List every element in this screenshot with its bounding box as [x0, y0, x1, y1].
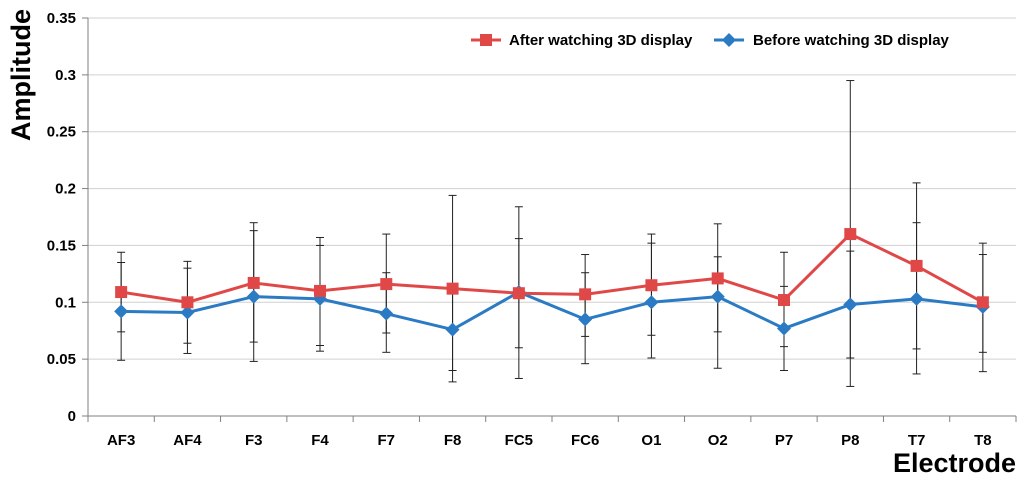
y-tick-label: 0.3 [55, 67, 76, 84]
data-point-after [645, 279, 658, 292]
data-point-after [976, 296, 989, 309]
data-point-before [114, 304, 129, 319]
legend: After watching 3D display Before watching… [471, 32, 950, 49]
data-point-after [380, 278, 393, 291]
y-tick-label: 0 [68, 408, 76, 425]
data-point-after [711, 272, 724, 285]
series-line-before [121, 290, 984, 332]
data-point-after [115, 286, 128, 299]
data-point-before [180, 305, 195, 320]
y-tick-label: 0.25 [47, 124, 76, 141]
error-bars [117, 80, 987, 387]
x-tick-label: AF3 [107, 432, 135, 449]
x-tick-label: AF4 [173, 432, 202, 449]
y-tick-label: 0.1 [55, 294, 76, 311]
x-tick-label: P7 [775, 432, 793, 449]
x-tick-label: F3 [245, 432, 263, 449]
data-point-after [446, 282, 459, 295]
legend-label: After watching 3D display [509, 32, 693, 49]
y-tick-label: 0.2 [55, 181, 76, 198]
data-point-after [314, 284, 326, 297]
x-tick-label: F4 [311, 432, 329, 449]
x-tick-label: FC6 [571, 432, 599, 449]
y-axis-title: Amplitude [6, 9, 36, 141]
x-tick-label: FC5 [505, 432, 533, 449]
y-tick-label: 0.05 [47, 351, 76, 368]
legend-marker [480, 34, 492, 46]
data-point-before [578, 312, 593, 327]
grid-lines [88, 17, 1016, 360]
data-point-before [909, 291, 924, 306]
data-point-before [644, 295, 659, 310]
data-point-before [777, 321, 791, 336]
x-tick-label: O1 [641, 432, 661, 449]
data-point-before [246, 289, 261, 304]
data-point-after [778, 294, 790, 307]
x-tick-label: P8 [841, 432, 859, 449]
legend-label: Before watching 3D display [753, 32, 950, 49]
x-tick-label: O2 [708, 432, 728, 449]
x-tick-label: F7 [378, 432, 396, 449]
data-point-after [579, 288, 592, 301]
x-tick-label: T7 [908, 432, 926, 449]
data-point-after [181, 296, 194, 309]
series-line-after [120, 232, 984, 304]
data-point-before [379, 306, 394, 321]
data-point-after [512, 287, 525, 300]
data-point-before [843, 297, 858, 312]
x-tick-label: T8 [974, 432, 992, 449]
x-axis-title: Electrode [893, 448, 1016, 478]
data-point-before [445, 322, 460, 337]
data-point-after [247, 276, 260, 289]
data-point-after [844, 228, 857, 241]
axes: 0 0.05 0.1 0.15 0.2 0.25 0.3 0.35 AF3 AF4 F3 F4 F7 F8… [47, 10, 1017, 449]
data-point-after [910, 259, 923, 272]
legend-marker [722, 33, 736, 47]
data-point-before [710, 289, 725, 304]
x-tick-label: F8 [444, 432, 462, 449]
y-tick-label: 0.35 [47, 10, 76, 27]
series-layer [114, 228, 990, 337]
y-tick-label: 0.15 [47, 237, 76, 254]
